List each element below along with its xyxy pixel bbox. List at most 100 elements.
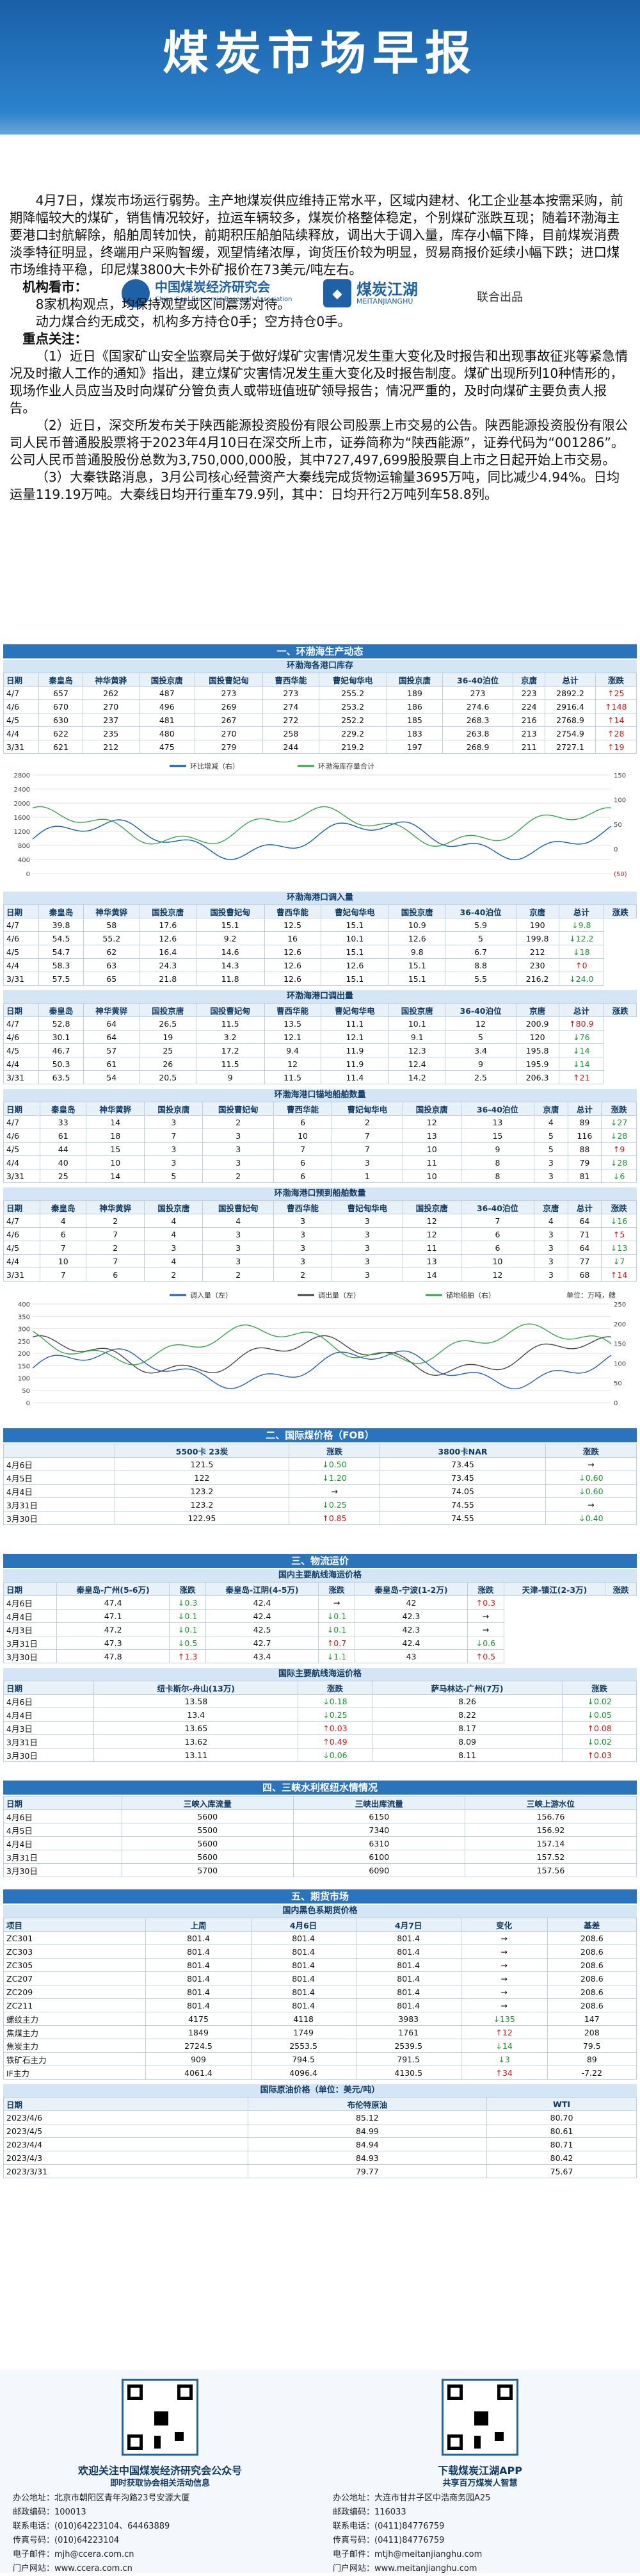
table-cell: 3 xyxy=(332,1241,403,1255)
table-cell: 5 xyxy=(445,1030,516,1044)
table-cell: 7 xyxy=(86,1254,145,1268)
table-cell: 195.9 xyxy=(515,1057,559,1071)
market-overview-text: 4月7日，煤炭市场运行弱势。主产地煤炭供应维持正常水平，区域内建材、化工企业基本… xyxy=(10,193,623,277)
column-header: 涨跌 xyxy=(318,1582,355,1596)
table-row: 3月30日 122.95 ↑0.85 74.55 ↓0.40 xyxy=(3,1511,637,1525)
table-cell: ↓0.1 xyxy=(169,1609,206,1623)
mtjh-contact: 办公地址：大连市甘井子区中浩商务园A25 邮政编码：116033 联系电话：(0… xyxy=(333,2491,634,2576)
table-cell: 801.4 xyxy=(250,1931,356,1945)
table-cell: 6 xyxy=(460,1227,535,1241)
table-cell: 63 xyxy=(83,958,140,972)
table-cell: 2 xyxy=(86,1214,145,1228)
column-header: 布伦特原油 xyxy=(247,2097,488,2111)
legend-label: 调出量（左） xyxy=(318,1291,360,1300)
bohai-stock-table: 日期 秦皇岛 神华黄骅 国投京唐 国投曹妃甸 曹西华能 曹妃甸华电 国投京唐 36-40泊位 京唐… xyxy=(3,673,637,754)
table-row: 4月5日 5500 7340 156.92 xyxy=(3,1823,637,1837)
ccera-logo[interactable]: 中国煤炭经济研究会 China Coal Economic Research A… xyxy=(122,277,307,313)
table-cell: 273 xyxy=(262,686,319,700)
column-header: 国投京唐 xyxy=(139,904,196,918)
mtjh-app-qr-code[interactable] xyxy=(442,2379,518,2456)
table-cell: 42.3 xyxy=(354,1609,468,1623)
table-row: 4月6日 121.5 ↓0.50 73.45 → xyxy=(3,1457,637,1471)
ccera-website[interactable]: 门户网站：www.ccera.com.cn xyxy=(13,2564,132,2573)
table-row: 3月30日 5700 6090 157.56 xyxy=(3,1863,637,1877)
ccera-zip: 邮政编码：100013 xyxy=(13,2507,86,2517)
mtjh-logo[interactable]: ◆ 煤炭江湖 MEITANJIANGHU xyxy=(323,277,458,313)
column-header: 国投曹妃甸 xyxy=(202,1200,274,1214)
table-cell: 8.26 xyxy=(371,1694,563,1708)
table-cell: 25 xyxy=(40,1169,87,1183)
table-cell: 铁矿石主力 xyxy=(3,2052,147,2066)
table-cell: 3 xyxy=(144,1142,204,1156)
mtjh-email[interactable]: 电子邮件：mtjh@meitanjianghu.com xyxy=(333,2550,483,2559)
table-cell: ↓0.40 xyxy=(545,1511,637,1525)
report-title: 煤炭市场早报 xyxy=(162,26,477,80)
y2-tick-label: (50) xyxy=(614,871,627,878)
table-row: 4/4 58.3 63 24.3 14.3 12.6 12.6 15.1 8.8 230 ↑0 xyxy=(3,958,637,972)
chart-background xyxy=(3,758,637,886)
table-cell: 4/6 xyxy=(3,1227,41,1241)
table-cell: 213 xyxy=(512,726,546,740)
table-cell: ↓0.1 xyxy=(318,1622,355,1636)
table-cell: 5600 xyxy=(121,1809,294,1823)
table-cell: 147 xyxy=(547,2012,637,2026)
table-cell: ↑21 xyxy=(558,1070,605,1084)
table-cell: 216 xyxy=(512,713,546,727)
table-cell: 3 xyxy=(332,1254,403,1268)
table-cell: 7 xyxy=(273,1142,333,1156)
table-cell: ↓0.06 xyxy=(298,1748,372,1762)
table-cell: 77 xyxy=(567,1254,602,1268)
table-cell: 4/7 xyxy=(3,918,40,932)
table-cell: ↓3 xyxy=(460,2052,548,2066)
y2-tick-label: 150 xyxy=(614,1341,626,1348)
column-header: 秦皇岛 xyxy=(38,1003,84,1017)
table-row: ZC301 801.4 801.4 801.4 → 208.6 xyxy=(3,1931,637,1945)
table-cell: 2 xyxy=(86,1241,145,1255)
table-cell: → xyxy=(467,1609,504,1623)
table-cell: 185 xyxy=(386,713,444,727)
column-header: 日期 xyxy=(3,2097,248,2111)
table-cell: 15.1 xyxy=(320,918,390,932)
column-header: 涨跌 xyxy=(604,904,637,918)
table-cell: 2023/3/31 xyxy=(3,2164,248,2178)
table-cell: 12.6 xyxy=(139,931,196,945)
table-cell: 157.14 xyxy=(464,1836,637,1850)
table-cell: 255.2 xyxy=(318,686,387,700)
table-cell: 12 xyxy=(445,1016,516,1031)
column-header: 36-40泊位 xyxy=(445,904,516,918)
table-cell: 2.5 xyxy=(445,1070,516,1084)
table-cell: 11.9 xyxy=(320,1057,390,1071)
section-bohai-production: 一、环渤海生产动态 xyxy=(3,644,637,658)
table-header-row: 5500卡 23炭 涨跌 3800卡NAR 涨跌 xyxy=(3,1444,637,1458)
table-cell: 4月6日 xyxy=(3,1809,122,1823)
table-cell: 10.1 xyxy=(320,931,390,945)
table-cell: ↑80.9 xyxy=(558,1016,605,1031)
table-cell: 274 xyxy=(262,699,319,713)
table-cell: 3/31 xyxy=(3,1070,40,1084)
table-cell: 183 xyxy=(386,726,444,740)
table-cell: 80.61 xyxy=(486,2124,637,2138)
table-cell: 螺纹主力 xyxy=(3,2012,147,2026)
bohai-stock-chart: 2800 2400 2000 1600 1200 800 400 0 150 100 50 0 (50)… xyxy=(3,758,637,886)
table-cell: 26 xyxy=(139,1057,196,1071)
table-cell: ↓1.20 xyxy=(288,1471,381,1485)
table-cell: 4175 xyxy=(145,2012,252,2026)
table-cell: 3 xyxy=(144,1241,204,1255)
table-cell: 2539.5 xyxy=(355,2039,461,2053)
column-header: 秦皇岛-广州(5-6万) xyxy=(56,1582,170,1596)
column-header: 天津-镇江(2-3万) xyxy=(503,1582,606,1596)
ccera-qr-code[interactable] xyxy=(122,2379,198,2456)
y2-tick-label: 0 xyxy=(614,847,618,854)
table-cell: 10 xyxy=(402,1142,461,1156)
mtjh-website[interactable]: 门户网站：www.meitanjianghu.com xyxy=(333,2564,477,2573)
table-cell: 197 xyxy=(386,740,444,754)
table-cell: 262 xyxy=(82,686,140,700)
column-header: 国投京唐 xyxy=(144,1200,204,1214)
table-cell: 6090 xyxy=(292,1863,465,1877)
column-header: 国投曹妃甸 xyxy=(195,673,264,687)
ccera-email[interactable]: 电子邮件：mjh@ccera.com.cn xyxy=(13,2550,134,2559)
table-cell: 5 xyxy=(534,1129,568,1143)
column-header: 国投京唐 xyxy=(402,1102,461,1116)
mtjh-zip: 邮政编码：116033 xyxy=(333,2507,406,2517)
table-cell: 20.5 xyxy=(139,1070,196,1084)
